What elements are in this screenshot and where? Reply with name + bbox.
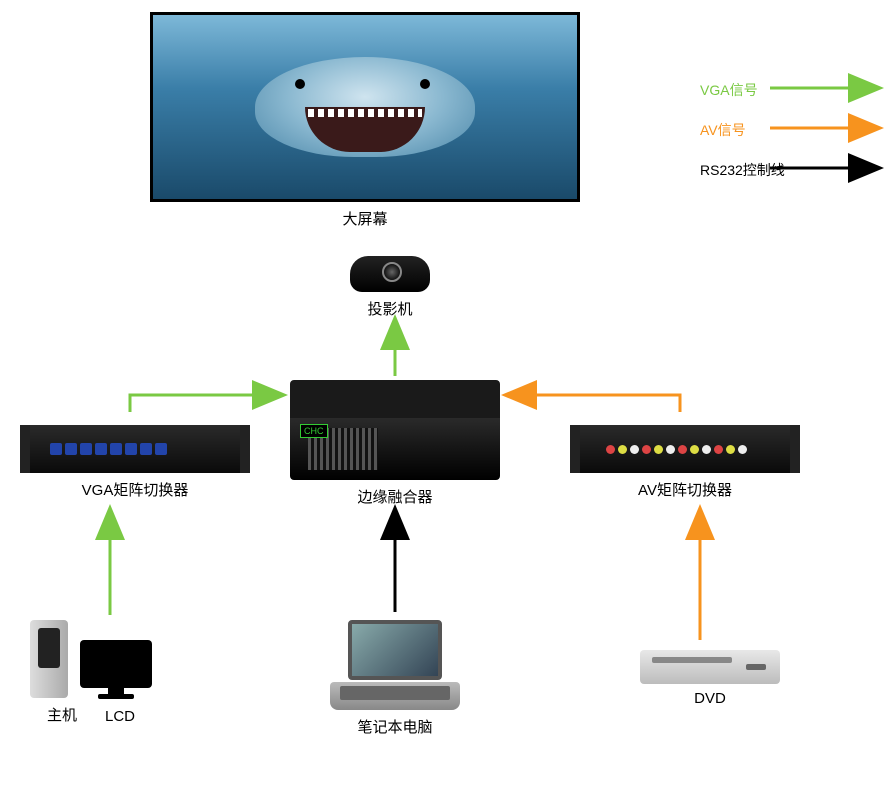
legend-av-label: AV信号 bbox=[700, 120, 746, 140]
laptop-icon bbox=[330, 620, 460, 710]
node-laptop: 笔记本电脑 bbox=[330, 620, 460, 737]
node-dvd: DVD bbox=[640, 650, 780, 707]
legend-rs232-label: RS232控制线 bbox=[700, 160, 785, 180]
fusion-icon: CHC bbox=[290, 380, 500, 480]
node-projector: 投影机 bbox=[350, 256, 430, 319]
big-screen-label: 大屏幕 bbox=[342, 208, 387, 229]
node-host-lcd: 主机 LCD bbox=[30, 620, 152, 725]
fusion-badge: CHC bbox=[300, 424, 328, 438]
vga-matrix-icon bbox=[20, 425, 250, 473]
lcd-label: LCD bbox=[105, 708, 135, 725]
fusion-label: 边缘融合器 bbox=[357, 486, 432, 507]
node-fusion: CHC 边缘融合器 bbox=[290, 380, 500, 507]
av-matrix-label: AV矩阵切换器 bbox=[638, 479, 732, 500]
host-label: 主机 bbox=[47, 704, 77, 725]
legend-vga-label: VGA信号 bbox=[700, 80, 758, 100]
legend-vga: VGA信号 bbox=[700, 80, 766, 100]
av-matrix-icon bbox=[570, 425, 800, 473]
node-av-matrix: AV矩阵切换器 bbox=[570, 425, 800, 500]
projector-label: 投影机 bbox=[367, 298, 412, 319]
node-big-screen: 大屏幕 bbox=[150, 12, 580, 229]
projector-icon bbox=[350, 256, 430, 292]
dvd-icon bbox=[640, 650, 780, 684]
node-vga-matrix: VGA矩阵切换器 bbox=[20, 425, 250, 500]
legend-rs232: RS232控制线 bbox=[700, 160, 793, 180]
big-screen-icon bbox=[150, 12, 580, 202]
edge-av-to-fusion bbox=[507, 395, 680, 412]
vga-matrix-label: VGA矩阵切换器 bbox=[82, 479, 189, 500]
lcd-monitor-icon bbox=[80, 640, 152, 698]
edge-vga-to-fusion bbox=[130, 395, 282, 412]
dvd-label: DVD bbox=[694, 690, 726, 707]
host-tower-icon bbox=[30, 620, 68, 698]
legend-av: AV信号 bbox=[700, 120, 754, 140]
laptop-label: 笔记本电脑 bbox=[357, 716, 432, 737]
